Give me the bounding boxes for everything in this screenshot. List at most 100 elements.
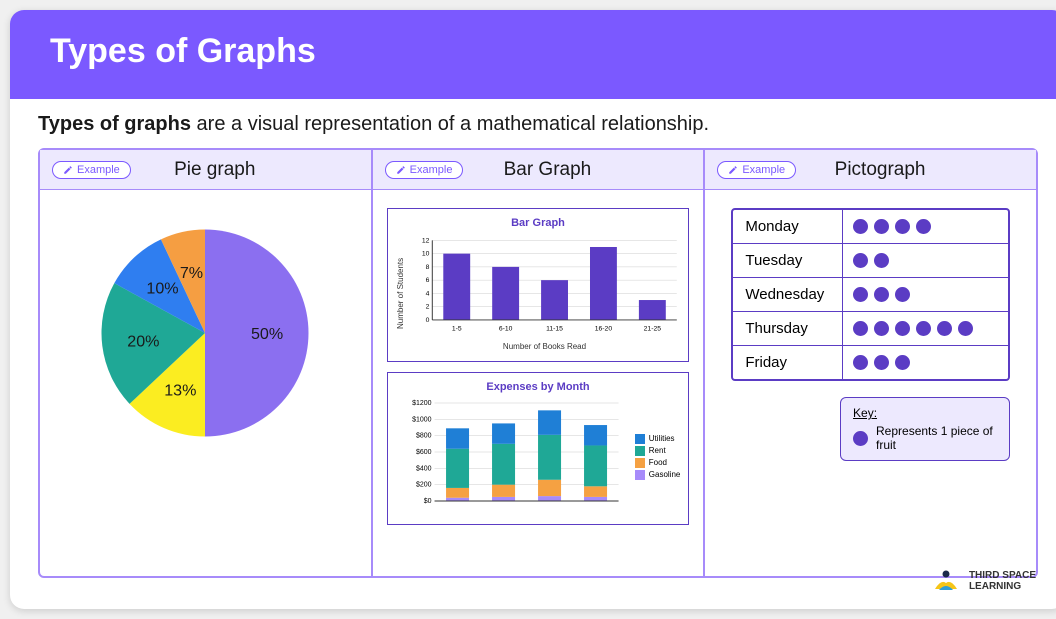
stacked-bar-segment [538,480,561,496]
bar-chart-1-ylabel: Number of Students [396,235,405,351]
panel-header-picto: Example Pictograph [705,150,1036,190]
pie-label: 10% [147,279,179,297]
svg-text:$400: $400 [416,465,432,472]
pictograph-row: Wednesday [733,278,1008,312]
pictograph-dot-icon [895,321,910,336]
stacked-bar-segment [492,497,515,501]
pictograph-day: Tuesday [733,244,843,277]
pie-label: 20% [128,333,160,351]
stacked-bar-segment [492,444,515,485]
pictograph-table: MondayTuesdayWednesdayThursdayFriday [731,208,1010,381]
svg-text:$800: $800 [416,433,432,440]
pictograph-dot-icon [874,355,889,370]
pictograph-dot-icon [853,321,868,336]
pictograph-dot-icon [853,287,868,302]
pie-label: 50% [251,325,283,343]
pictograph-row: Thursday [733,312,1008,346]
svg-text:0: 0 [425,317,429,324]
svg-text:6-10: 6-10 [499,326,513,333]
infographic-card: Types of Graphs Types of graphs are a vi… [10,10,1056,609]
panel-title-bar: Bar Graph [403,159,691,181]
pictograph-dot-icon [874,321,889,336]
pictograph-dot-icon [853,355,868,370]
stacked-bar-segment [538,410,561,435]
pictograph-dot-icon [937,321,952,336]
key-title: Key: [853,406,997,420]
pictograph-row: Friday [733,346,1008,379]
panel-header-bar: Example Bar Graph [373,150,704,190]
pictograph-day: Thursday [733,312,843,345]
pictograph-dot-icon [874,219,889,234]
pictograph-dot-icon [958,321,973,336]
pictograph-dot-icon [916,219,931,234]
key-dot-icon [853,431,868,446]
pictograph-day: Monday [733,210,843,243]
svg-text:12: 12 [422,237,430,244]
intro-text: Types of graphs are a visual representat… [38,113,1038,136]
bar [639,300,666,320]
svg-text:6: 6 [425,277,429,284]
legend-swatch [635,446,645,456]
bar-chart-2-svg: $0$200$400$600$800$1000$1200 [396,399,629,509]
pie-label: 13% [165,382,197,400]
stacked-bar-segment [584,486,607,497]
legend-label: Gasoline [649,470,681,479]
pictograph-dot-icon [874,287,889,302]
panel-bar: Example Bar Graph Bar Graph Number of St… [373,150,706,576]
pictograph-day: Wednesday [733,278,843,311]
intro-rest: are a visual representation of a mathema… [191,113,709,135]
pictograph-dot-icon [895,219,910,234]
pictograph-row: Monday [733,210,1008,244]
svg-text:$1200: $1200 [412,400,432,407]
svg-text:$600: $600 [416,449,432,456]
legend-swatch [635,434,645,444]
pictograph-dot-icon [853,219,868,234]
panel-body-bar: Bar Graph Number of Students 0246810121-… [373,190,704,576]
legend-item: Utilities [635,434,681,444]
pictograph-dots [843,210,1008,243]
pictograph-key: Key: Represents 1 piece of fruit [840,397,1010,461]
legend-swatch [635,470,645,480]
bar [492,267,519,320]
legend-label: Food [649,458,667,467]
bar-chart-2: Expenses by Month $0$200$400$600$800$100… [387,372,690,525]
pictograph-day: Friday [733,346,843,379]
svg-text:4: 4 [425,290,429,297]
legend-label: Utilities [649,434,675,443]
bar-chart-1: Bar Graph Number of Students 0246810121-… [387,208,690,362]
svg-text:1-5: 1-5 [452,326,462,333]
pictograph-dots [843,346,1008,379]
legend-item: Rent [635,446,681,456]
stacked-bar-segment [584,497,607,501]
legend-label: Rent [649,446,666,455]
svg-text:$1000: $1000 [412,416,432,423]
bar [443,254,470,320]
panel-header-pie: Example Pie graph [40,150,371,190]
svg-text:$200: $200 [416,482,432,489]
legend-swatch [635,458,645,468]
panel-body-picto: MondayTuesdayWednesdayThursdayFriday Key… [705,190,1036,576]
panel-pie: Example Pie graph 50%13%20%10%7% [40,150,373,576]
stacked-bar-segment [492,485,515,497]
svg-text:2: 2 [425,304,429,311]
svg-text:10: 10 [422,251,430,258]
stacked-bar-segment [446,449,469,488]
legend-item: Food [635,458,681,468]
pie-chart: 50%13%20%10%7% [54,218,357,448]
pictograph-dot-icon [853,253,868,268]
brand-text: THIRD SPACE LEARNING [969,570,1036,592]
bar-chart-1-svg: 0246810121-56-1011-1516-2021-25 [409,235,681,335]
svg-text:11-15: 11-15 [546,326,563,333]
svg-text:21-25: 21-25 [643,326,661,333]
stacked-bar-segment [446,488,469,498]
bar-chart-2-legend: Utilities Rent Food Gasoline [635,399,681,514]
pictograph-dot-icon [874,253,889,268]
page-title: Types of Graphs [50,32,1026,71]
stacked-bar-segment [446,428,469,448]
key-text: Represents 1 piece of fruit [876,424,997,452]
pictograph-dot-icon [895,355,910,370]
intro-bold: Types of graphs [38,113,191,135]
stacked-bar-segment [492,423,515,443]
bar-chart-2-title: Expenses by Month [396,381,681,393]
content-area: Types of graphs are a visual representat… [10,99,1056,596]
